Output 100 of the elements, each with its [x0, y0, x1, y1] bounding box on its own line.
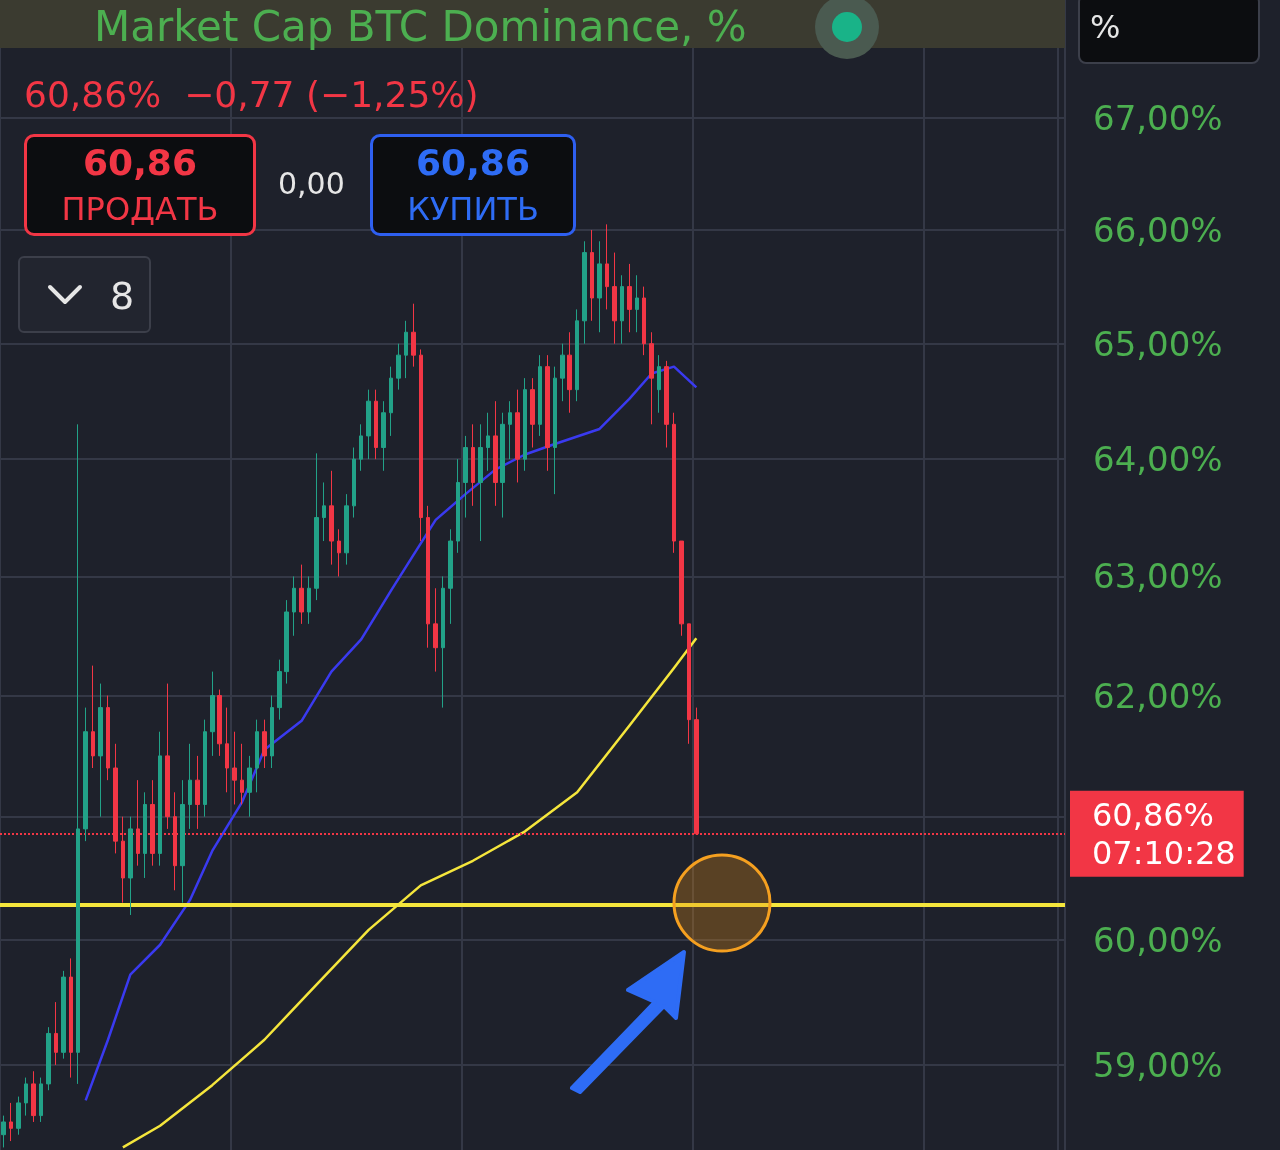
- candlestick: [672, 412, 676, 554]
- candlestick: [463, 435, 468, 519]
- y-tick-label: 66,00%: [1093, 209, 1223, 250]
- annotation: ПРОДАТЬ: [60, 190, 220, 228]
- candlestick: [322, 481, 326, 542]
- candlestick: [31, 1070, 36, 1123]
- candlestick: [225, 707, 229, 793]
- annotation: 60,86: [82, 142, 198, 183]
- y-tick-label: 60,00%: [1093, 919, 1223, 960]
- candlestick: [538, 354, 542, 437]
- candlestick: [545, 354, 550, 472]
- candlestick: [530, 377, 535, 449]
- candlestick: [575, 308, 579, 402]
- candlestick: [128, 816, 133, 916]
- y-tick-label: 64,00%: [1093, 439, 1223, 480]
- candlestick: [374, 389, 378, 460]
- candlestick: [553, 366, 557, 495]
- candlestick: [419, 348, 423, 542]
- candlestick: [411, 303, 416, 368]
- candlestick: [180, 779, 185, 904]
- candlestick: [508, 400, 512, 460]
- candlestick: [262, 719, 267, 769]
- candlestick: [352, 447, 356, 519]
- candlestick: [515, 389, 520, 483]
- candlestick: [381, 400, 386, 472]
- candlestick: [635, 274, 639, 333]
- candlestick: [597, 240, 602, 333]
- candlestick: [567, 331, 572, 414]
- candlestick: [39, 1077, 43, 1123]
- candlestick: [396, 343, 401, 391]
- candlestick: [582, 240, 587, 345]
- annotation: 60,86% −0,77 (−1,25%): [24, 74, 479, 115]
- y-tick-label: 63,00%: [1093, 556, 1223, 597]
- candlestick: [500, 412, 505, 519]
- candlestick: [158, 731, 162, 867]
- candlestick: [16, 1096, 21, 1136]
- candlestick: [590, 229, 594, 322]
- candlestick: [270, 695, 274, 769]
- candlestick: [69, 957, 73, 1079]
- candlestick: [210, 671, 215, 757]
- text: %: [1090, 8, 1121, 46]
- candlestick: [389, 366, 393, 437]
- candlestick: [247, 755, 252, 818]
- candlestick: [433, 587, 438, 673]
- candlestick: [255, 719, 259, 793]
- candlestick: [314, 452, 319, 601]
- candlestick: [679, 540, 684, 637]
- candlestick: [217, 689, 222, 757]
- annotation: 60,86: [415, 142, 531, 183]
- ref-line-label: 60,86% 07:10:28: [1092, 795, 1236, 872]
- candlestick: [560, 343, 565, 402]
- y-tick-label: 62,00%: [1093, 675, 1223, 716]
- candlestick: [664, 360, 669, 449]
- candlestick: [366, 389, 371, 460]
- candlestick: [143, 791, 147, 879]
- candlestick: [478, 423, 483, 542]
- y-tick-label: 59,00%: [1093, 1044, 1223, 1085]
- candlestick: [620, 274, 624, 345]
- candlestick: [232, 731, 237, 805]
- candlestick: [448, 528, 453, 625]
- candlestick: [277, 659, 282, 721]
- candlestick: [61, 970, 66, 1060]
- candlestick: [83, 707, 88, 842]
- candlestick: [284, 599, 289, 685]
- candlestick: [106, 695, 110, 781]
- candlestick: [359, 423, 363, 472]
- candlestick: [642, 286, 646, 356]
- candlestick: [165, 683, 170, 830]
- y-tick-label: 67,00%: [1093, 97, 1223, 138]
- line-series: [84, 365, 698, 1102]
- candlestick: [240, 743, 244, 805]
- candlestick: [627, 263, 632, 333]
- candlestick: [605, 223, 609, 310]
- candlestick: [649, 331, 654, 425]
- candlestick: [76, 423, 80, 1085]
- candlestick: [493, 400, 498, 507]
- candlestick: [307, 575, 311, 625]
- candlestick: [24, 1077, 28, 1117]
- y-tick-label: 65,00%: [1093, 323, 1223, 364]
- candlestick: [657, 354, 661, 414]
- candlestick: [441, 575, 445, 709]
- candlestick: [344, 493, 349, 566]
- candlestick: [299, 564, 304, 625]
- candlestick: [195, 755, 200, 830]
- candlestick: [486, 412, 490, 472]
- candlestick: [337, 528, 341, 577]
- candlestick: [9, 1102, 13, 1142]
- candlestick: [612, 252, 617, 345]
- candlestick: [456, 458, 460, 554]
- candlestick: [46, 1026, 51, 1091]
- candlestick: [188, 743, 192, 830]
- candlestick: [471, 423, 475, 507]
- annotation: 0,00: [278, 166, 345, 201]
- candlestick: [54, 1001, 58, 1066]
- candlestick: [687, 623, 691, 745]
- candlestick: [292, 575, 296, 637]
- annotation: КУПИТЬ: [406, 190, 540, 228]
- candlestick: [523, 377, 527, 472]
- candlestick: [329, 470, 334, 566]
- chart-title: Market Cap BTC Dominance, %: [94, 2, 747, 51]
